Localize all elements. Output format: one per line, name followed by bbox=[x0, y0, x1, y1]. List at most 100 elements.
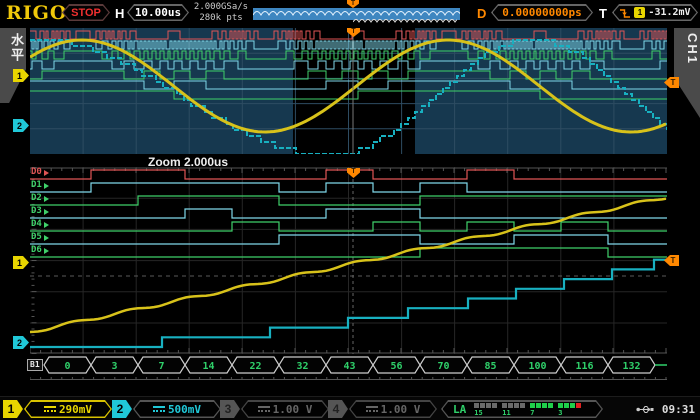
trigger-position-flag-main[interactable]: T bbox=[347, 28, 360, 37]
bus-value: 22 bbox=[249, 361, 261, 372]
trigger-label: T bbox=[599, 6, 607, 21]
trigger-level-value: -31.2mV bbox=[648, 7, 691, 18]
la-group-label: 11 bbox=[502, 408, 511, 417]
ch1-position-marker-zoom[interactable]: 1 bbox=[13, 256, 29, 269]
digital-label-d6[interactable]: D6 bbox=[31, 246, 49, 255]
la-label: LA bbox=[453, 402, 467, 416]
bus-label-badge[interactable]: B1 bbox=[27, 359, 43, 371]
la-bit-group: 15 bbox=[474, 402, 498, 417]
bus-ruler-ticks bbox=[30, 377, 667, 380]
la-bit-group: 3 bbox=[558, 402, 582, 417]
la-bit-square bbox=[480, 402, 486, 408]
bus-value: 116 bbox=[575, 361, 593, 372]
la-bit-square bbox=[474, 402, 480, 408]
bus-value: 7 bbox=[158, 361, 164, 372]
bus-frame bbox=[513, 356, 562, 374]
acquisition-info: 2.000GSa/s 280k pts bbox=[191, 2, 251, 24]
la-bit-square bbox=[542, 402, 548, 408]
ch1-menu-tab[interactable]: CH1 bbox=[674, 28, 700, 118]
ch2-trace-zoom bbox=[30, 258, 667, 349]
la-bit-group: 11 bbox=[502, 402, 526, 417]
trigger-level-marker-main[interactable]: T bbox=[664, 77, 679, 88]
la-bit-square bbox=[508, 402, 514, 408]
bottom-status-bar: 1 290mV 2 500mV 3 1.00 V 4 1.00 V LA 15 1… bbox=[0, 396, 700, 420]
bus-frame bbox=[278, 356, 327, 374]
waveform-preview-bar[interactable] bbox=[253, 6, 460, 26]
bus-value: 32 bbox=[296, 361, 308, 372]
ch1-scale-readout[interactable]: 290mV bbox=[24, 400, 112, 418]
bus-frame bbox=[137, 356, 186, 374]
ch1-position-marker-main[interactable]: 1 bbox=[13, 69, 29, 82]
run-status-text: STOP bbox=[71, 6, 101, 19]
bus-value: 43 bbox=[343, 361, 355, 372]
ch2-position-marker-zoom[interactable]: 2 bbox=[13, 336, 29, 349]
ch3-scale-readout[interactable]: 1.00 V bbox=[241, 400, 329, 418]
trigger-readout[interactable]: 1 -31.2mV bbox=[612, 4, 698, 21]
trigger-source-badge: 1 bbox=[634, 7, 646, 18]
bus-decode-row: 0 3 7 14 22 32 43 56 70 85 100 116 132 bbox=[30, 356, 667, 380]
trigger-level-marker-zoom[interactable]: T bbox=[664, 255, 679, 266]
la-group-label: 15 bbox=[474, 408, 483, 417]
la-bit-square bbox=[520, 402, 526, 408]
logic-analyzer-readout[interactable]: LA 15 11 7 3 bbox=[441, 400, 603, 418]
ch2-scale-readout[interactable]: 500mV bbox=[133, 400, 221, 418]
top-status-bar: RIGOL STOP H 10.00us 2.000GSa/s 280k pts… bbox=[0, 0, 700, 27]
ch4-tag[interactable]: 4 bbox=[328, 400, 348, 418]
ch2-scale-value: 500mV bbox=[167, 402, 202, 416]
la-bit-square bbox=[530, 402, 536, 408]
ch3-tag[interactable]: 3 bbox=[220, 400, 240, 418]
trigger-position-flag-zoom[interactable]: T bbox=[347, 168, 360, 178]
digital-label-d5[interactable]: D5 bbox=[31, 233, 49, 242]
trigger-position-flag-topbar[interactable]: T bbox=[347, 0, 359, 8]
zoom-waveform-display bbox=[30, 167, 667, 354]
dc-coupling-icon bbox=[43, 406, 56, 412]
ch1-tag[interactable]: 1 bbox=[3, 400, 23, 418]
bus-frames: 0 3 7 14 22 32 43 56 70 85 100 116 132 bbox=[43, 356, 656, 374]
dc-coupling-icon bbox=[257, 406, 270, 412]
bus-frame bbox=[372, 356, 421, 374]
la-group-label: 7 bbox=[530, 408, 535, 417]
bus-value: 100 bbox=[528, 361, 546, 372]
la-bit-square bbox=[576, 402, 582, 408]
bus-frame bbox=[560, 356, 609, 374]
bus-value: 56 bbox=[390, 361, 402, 372]
la-bit-square bbox=[514, 402, 520, 408]
la-group-label: 3 bbox=[558, 408, 563, 417]
bus-value: 3 bbox=[111, 361, 117, 372]
digital-label-d3[interactable]: D3 bbox=[31, 207, 49, 216]
ch2-tag[interactable]: 2 bbox=[112, 400, 132, 418]
digital-label-d4[interactable]: D4 bbox=[31, 220, 49, 229]
ch1-trace-zoom bbox=[30, 197, 667, 334]
ch1-scale-value: 290mV bbox=[58, 402, 93, 416]
horizontal-menu-tab[interactable]: 水平 bbox=[0, 28, 26, 103]
la-bit-square bbox=[548, 402, 554, 408]
ch2-position-marker-main[interactable]: 2 bbox=[13, 119, 29, 132]
clock-readout: 09:31 bbox=[661, 403, 695, 416]
digital-label-d1[interactable]: D1 bbox=[31, 181, 49, 190]
ch3-scale-value: 1.00 V bbox=[272, 402, 313, 416]
bus-frame bbox=[43, 356, 92, 374]
ch4-scale-readout[interactable]: 1.00 V bbox=[349, 400, 437, 418]
bus-frame bbox=[184, 356, 233, 374]
la-bit-square bbox=[570, 402, 576, 408]
la-bit-square bbox=[492, 402, 498, 408]
bus-value: 132 bbox=[622, 361, 640, 372]
digital-label-d2[interactable]: D2 bbox=[31, 194, 49, 203]
ch2-trace-main bbox=[30, 39, 667, 154]
dc-coupling-icon bbox=[365, 406, 378, 412]
horizontal-label: H bbox=[115, 6, 125, 21]
falling-edge-icon bbox=[620, 8, 631, 18]
dc-coupling-icon bbox=[152, 406, 165, 412]
timebase-readout[interactable]: 10.00us bbox=[127, 4, 189, 21]
digital-label-d0[interactable]: D0 bbox=[31, 168, 49, 177]
la-bit-square bbox=[536, 402, 542, 408]
bus-frame bbox=[325, 356, 374, 374]
delay-readout[interactable]: 0.00000000ps bbox=[491, 4, 593, 21]
ch4-scale-value: 1.00 V bbox=[380, 402, 421, 416]
bus-frame bbox=[231, 356, 280, 374]
run-status-indicator[interactable]: STOP bbox=[62, 4, 110, 21]
bus-frame bbox=[419, 356, 468, 374]
sample-rate: 2.000GSa/s bbox=[193, 2, 249, 12]
la-bit-group: 7 bbox=[530, 402, 554, 417]
